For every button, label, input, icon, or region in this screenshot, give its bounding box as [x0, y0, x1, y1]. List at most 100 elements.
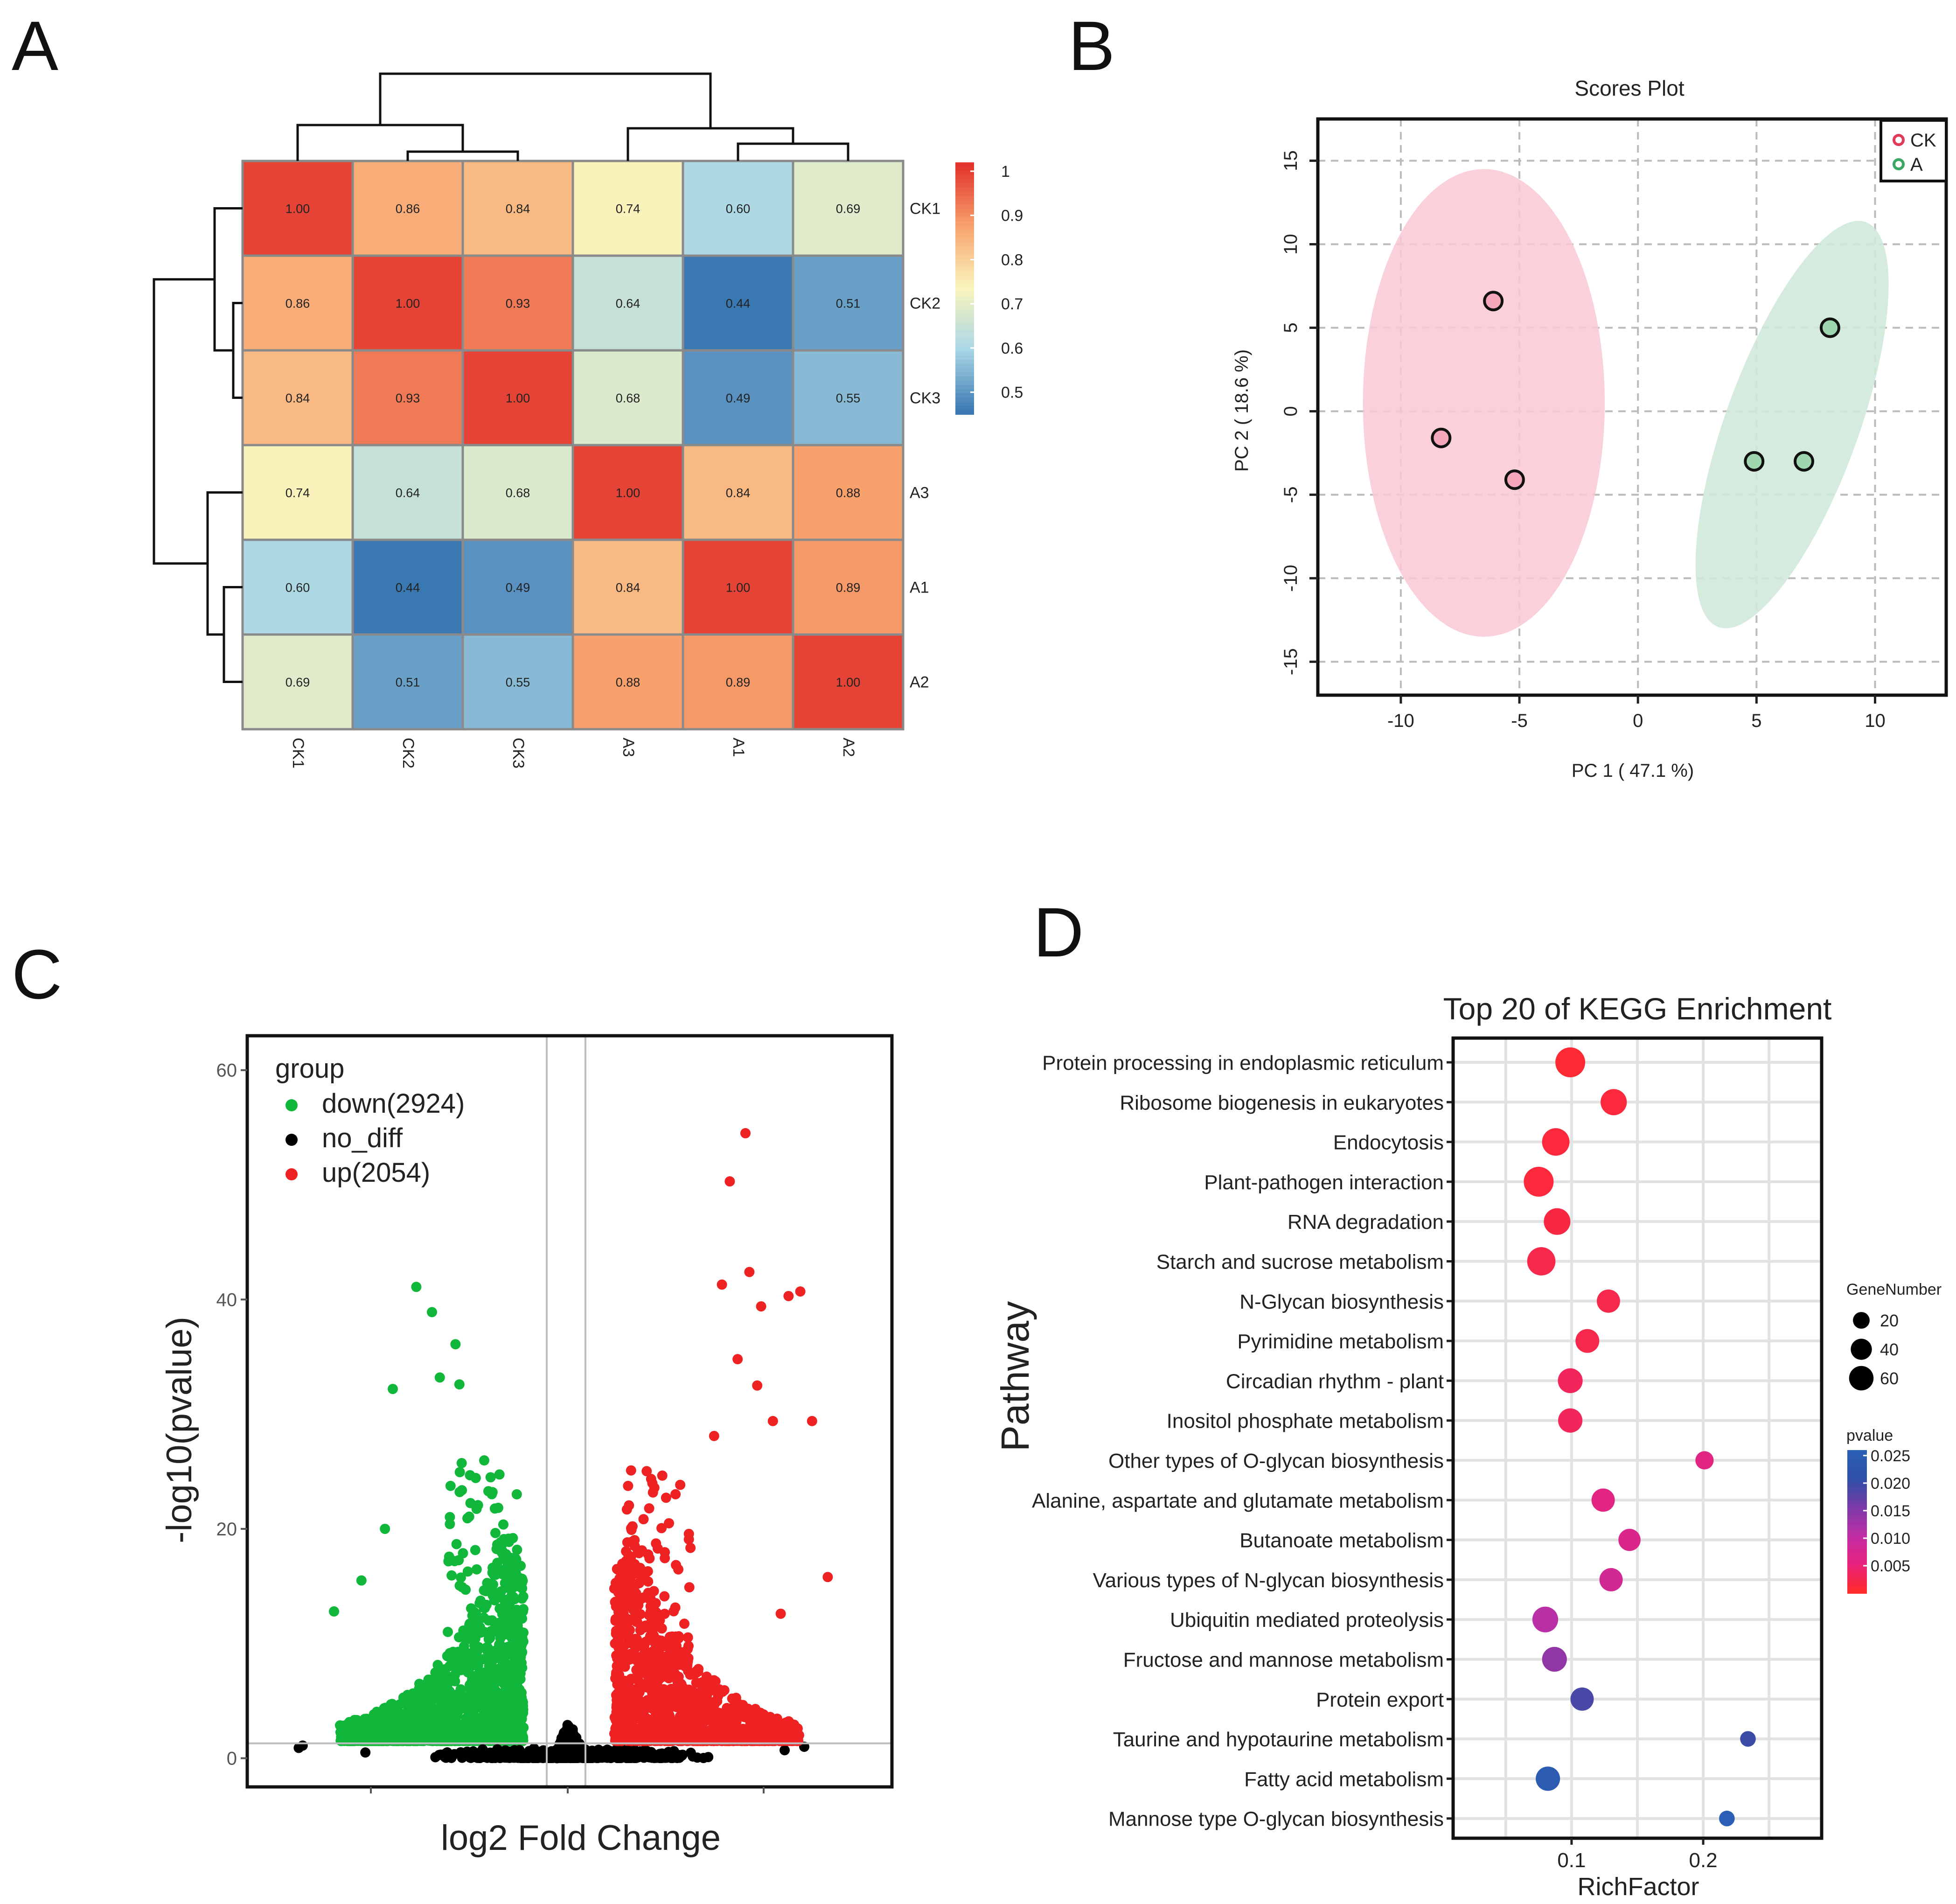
down-gene-point [385, 1699, 396, 1710]
up-gene-point [682, 1644, 693, 1654]
heatmap-cell-value: 1.00 [506, 391, 530, 405]
heatmap-cell-value: 0.68 [506, 486, 530, 500]
down-gene-point [518, 1704, 529, 1715]
up-gene-point [623, 1584, 633, 1595]
up-gene-point [775, 1608, 786, 1619]
pathway-bubble [1558, 1408, 1583, 1433]
up-gene-point [635, 1594, 646, 1604]
down-gene-point [428, 1709, 439, 1719]
up-gene-point [642, 1655, 653, 1666]
up-gene-point [703, 1729, 714, 1739]
down-gene-point [503, 1621, 514, 1632]
row-dendrogram-branch [223, 586, 243, 683]
gene-number-legend-label: 40 [1880, 1340, 1899, 1359]
heatmap-cell-value: 0.51 [396, 676, 420, 690]
pvalue-legend-title: pvalue [1846, 1427, 1893, 1444]
pathway-bubble [1591, 1488, 1615, 1512]
heatmap-cell-value: 0.69 [285, 676, 310, 690]
down-gene-point [496, 1547, 507, 1558]
heatmap-cell [682, 633, 794, 731]
colorbar-segment [955, 351, 974, 356]
pca-y-tick-label: 0 [1281, 406, 1301, 416]
pca-y-tick-label: -5 [1281, 487, 1301, 503]
down-gene-point [498, 1519, 509, 1530]
heatmap-col-label: CK2 [399, 738, 417, 768]
gene-number-legend-title: GeneNumber [1846, 1281, 1942, 1298]
pca-legend-label: A [1910, 154, 1923, 175]
down-gene-point [449, 1556, 460, 1567]
heatmap-panel: 1.00 0.86 0.84 0.74 0.60 0.690.86 1.00 0.93 0.64… [153, 72, 1023, 768]
heatmap-cell [792, 538, 905, 636]
down-gene-point [402, 1731, 413, 1742]
pca-legend-label: CK [1910, 130, 1936, 151]
up-gene-point [653, 1730, 664, 1740]
nodiff-gene-point [494, 1750, 504, 1761]
heatmap-cell [351, 349, 464, 446]
pathway-bubble [1524, 1166, 1554, 1197]
up-gene-point [647, 1648, 658, 1659]
down-gene-point [511, 1604, 522, 1615]
colorbar-segment [955, 356, 974, 360]
pathway-label: Fatty acid metabolism [1244, 1768, 1444, 1791]
heatmap-cell-value: 1.00 [396, 297, 420, 311]
up-gene-point [613, 1587, 624, 1598]
up-gene-point [659, 1689, 670, 1700]
nodiff-gene-point [557, 1743, 567, 1753]
pvalue-colorbar-segment [1847, 1493, 1867, 1497]
colorbar-segment [955, 179, 974, 184]
ck-sample-point [1504, 469, 1525, 490]
down-gene-point [465, 1470, 475, 1480]
colorbar-segment [955, 188, 974, 192]
colorbar-tick-label: 1 [1001, 163, 1010, 181]
down-gene-point [445, 1519, 455, 1529]
pathway-bubble [1555, 1047, 1586, 1078]
down-gene-point [498, 1736, 508, 1746]
down-gene-point [515, 1668, 526, 1679]
nodiff-gene-point [657, 1751, 668, 1762]
pca-y-tick-label: -15 [1281, 648, 1301, 675]
down-gene-point [445, 1730, 456, 1740]
down-gene-point [466, 1653, 476, 1664]
pvalue-colorbar-label: 0.020 [1871, 1475, 1910, 1493]
down-gene-point [496, 1701, 507, 1712]
pvalue-colorbar-segment [1847, 1484, 1867, 1488]
heatmap-cell [351, 444, 464, 541]
colorbar-segment [955, 322, 974, 327]
down-gene-point [517, 1593, 528, 1604]
heatmap-cell [571, 633, 684, 731]
nodiff-gene-point [618, 1749, 628, 1760]
up-gene-point [690, 1704, 701, 1715]
down-gene-point [404, 1699, 414, 1710]
heatmap-cell [351, 254, 464, 352]
down-gene-point [499, 1660, 510, 1670]
up-gene-point [627, 1694, 638, 1705]
down-gene-point [483, 1676, 494, 1687]
up-gene-point [759, 1709, 769, 1720]
pvalue-colorbar-segment [1847, 1530, 1867, 1534]
pvalue-colorbar-label: 0.025 [1871, 1447, 1910, 1465]
colorbar-segment [955, 255, 974, 259]
a-sample-point [1794, 451, 1815, 472]
down-gene-point [497, 1569, 508, 1580]
colorbar-segment [955, 309, 974, 314]
down-gene-point [470, 1545, 480, 1555]
up-gene-point [643, 1676, 654, 1687]
pvalue-colorbar-segment [1847, 1464, 1867, 1468]
up-gene-point [647, 1487, 658, 1498]
heatmap-cell [682, 349, 794, 446]
up-gene-point [641, 1466, 652, 1477]
heatmap-cell [682, 444, 794, 541]
nodiff-gene-point [527, 1751, 538, 1762]
heatmap-cell-value: 0.84 [506, 202, 530, 216]
heatmap-cell-value: 1.00 [836, 676, 861, 690]
nodiff-gene-point [672, 1752, 683, 1763]
down-gene-point [479, 1585, 489, 1596]
pvalue-colorbar-segment [1847, 1553, 1867, 1557]
heatmap-col-label: A3 [620, 738, 637, 757]
colorbar-segment [955, 259, 974, 264]
pvalue-colorbar-segment [1847, 1470, 1867, 1474]
heatmap-cell-value: 0.44 [396, 581, 420, 595]
pvalue-colorbar-segment [1847, 1456, 1867, 1459]
up-gene-point [767, 1416, 778, 1426]
